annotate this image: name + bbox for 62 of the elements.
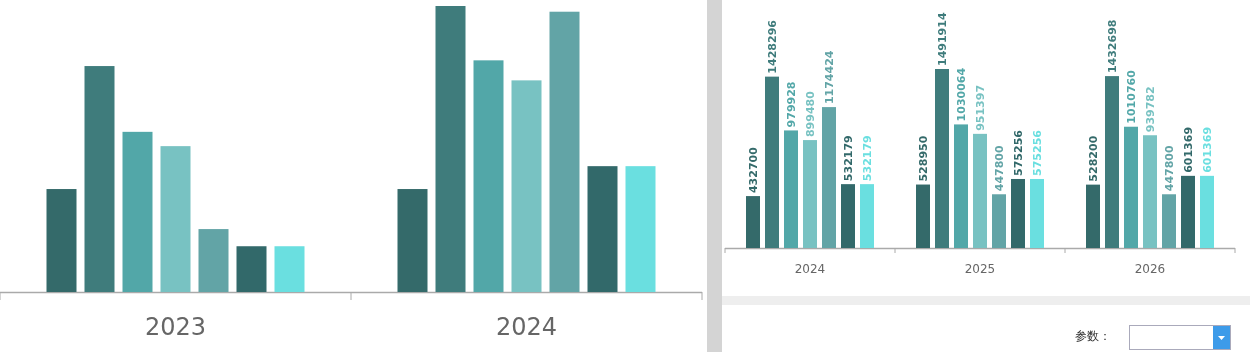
data-label: 951397 — [974, 84, 987, 131]
data-label: 528950 — [917, 135, 930, 182]
bar — [587, 166, 618, 292]
bar — [822, 107, 836, 248]
data-label: 979928 — [785, 81, 798, 128]
bar — [435, 6, 466, 292]
bar — [954, 124, 968, 248]
x-tick-label: 2023 — [144, 313, 207, 341]
bar — [1030, 178, 1044, 248]
data-label: 939782 — [1144, 86, 1157, 133]
bar — [198, 229, 229, 292]
data-label: 1010760 — [1125, 69, 1138, 124]
x-tick-label: 2026 — [1134, 262, 1166, 276]
bar — [860, 184, 874, 248]
bar — [473, 60, 504, 292]
bar — [1105, 76, 1119, 248]
data-label: 899480 — [804, 90, 817, 138]
bar — [803, 140, 817, 248]
data-label: 1174424 — [823, 50, 836, 105]
data-label: 432700 — [747, 146, 760, 194]
data-label: 532179 — [842, 135, 855, 182]
bar — [1162, 194, 1176, 248]
bar — [46, 189, 77, 292]
bar — [1011, 178, 1025, 248]
bar — [549, 11, 580, 292]
bar — [1181, 175, 1195, 248]
data-label: 575256 — [1012, 129, 1025, 176]
data-label: 447800 — [993, 145, 1006, 192]
bar — [1124, 126, 1138, 248]
x-tick-label: 2024 — [495, 313, 558, 341]
bar — [992, 194, 1006, 248]
bar — [765, 76, 779, 248]
bar — [397, 189, 428, 292]
bar — [160, 146, 191, 292]
data-label: 601369 — [1182, 126, 1195, 173]
bar — [84, 66, 115, 292]
data-label: 528200 — [1087, 135, 1100, 182]
bar — [274, 246, 305, 292]
bar — [746, 196, 760, 248]
bar — [1200, 175, 1214, 248]
data-label: 1491914 — [936, 12, 949, 66]
bar — [1143, 135, 1157, 248]
bar — [841, 184, 855, 248]
data-label: 1432698 — [1106, 19, 1119, 74]
data-label: 1428296 — [766, 19, 779, 74]
data-label: 447800 — [1163, 145, 1176, 192]
data-label: 601369 — [1201, 126, 1214, 173]
data-label: 1030064 — [955, 67, 968, 122]
x-tick-label: 2025 — [964, 262, 996, 276]
bar — [625, 166, 656, 292]
data-label: 575256 — [1031, 129, 1044, 176]
bar — [916, 184, 930, 248]
bar — [1086, 184, 1100, 248]
bar — [511, 80, 542, 292]
bar — [973, 133, 987, 248]
x-tick-label: 2024 — [794, 262, 826, 276]
text: 参数： — [1075, 329, 1111, 343]
bar — [784, 130, 798, 248]
bar — [935, 69, 949, 248]
bar — [122, 131, 153, 292]
data-label: 532179 — [861, 135, 874, 182]
bar — [236, 246, 267, 292]
